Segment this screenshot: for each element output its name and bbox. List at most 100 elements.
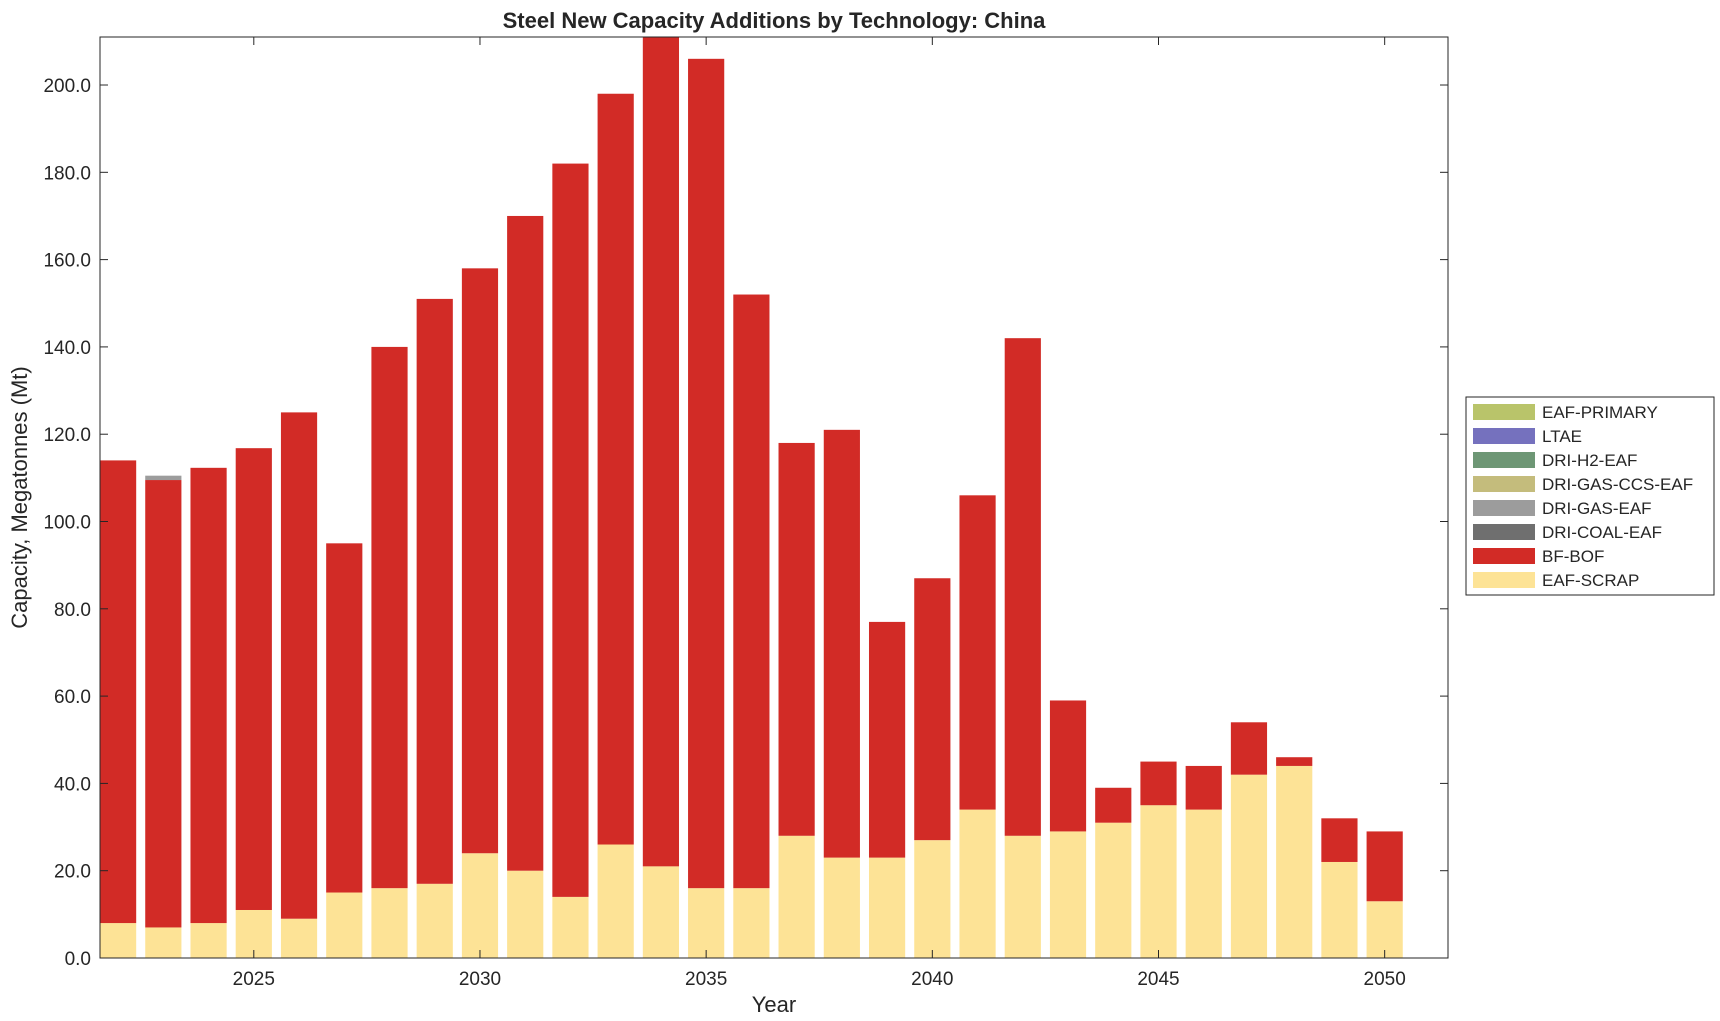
bar-bf-bof-2029 [416, 298, 453, 884]
bar-bf-bof-2038 [823, 429, 860, 858]
legend-swatch-dri-gas-eaf [1473, 500, 1535, 516]
bar-eaf-scrap-2023 [145, 927, 182, 958]
bar-bf-bof-2028 [371, 346, 408, 889]
plot-area [100, 37, 1448, 958]
bar-eaf-scrap-2050 [1366, 901, 1403, 958]
legend-label-ltae: LTAE [1542, 427, 1582, 446]
bar-bf-bof-2025 [235, 448, 272, 910]
bar-eaf-scrap-2028 [371, 888, 408, 958]
legend-label-dri-coal-eaf: DRI-COAL-EAF [1542, 523, 1662, 542]
x-tick-label: 2050 [1364, 969, 1406, 990]
bar-eaf-scrap-2027 [326, 892, 363, 958]
legend-label-eaf-scrap: EAF-SCRAP [1542, 571, 1639, 590]
legend-swatch-eaf-primary [1473, 404, 1535, 420]
bar-bf-bof-2033 [597, 93, 634, 845]
bar-bf-bof-2024 [190, 467, 227, 924]
bar-eaf-scrap-2025 [235, 909, 272, 958]
bar-eaf-scrap-2049 [1321, 861, 1358, 958]
y-tick-label: 60.0 [54, 687, 91, 708]
y-tick-label: 140.0 [43, 338, 91, 359]
bar-eaf-scrap-2033 [597, 844, 634, 958]
y-tick-label: 20.0 [54, 862, 91, 883]
x-tick-label: 2035 [685, 969, 727, 990]
bar-bf-bof-2030 [461, 268, 499, 854]
y-tick-label: 100.0 [43, 513, 91, 534]
bar-eaf-scrap-2047 [1230, 774, 1268, 958]
bar-eaf-scrap-2040 [914, 840, 951, 958]
legend-swatch-ltae [1473, 428, 1535, 444]
y-tick-label: 80.0 [54, 600, 91, 621]
legend-label-dri-gas-ccs-eaf: DRI-GAS-CCS-EAF [1542, 475, 1693, 494]
bar-eaf-scrap-2042 [1004, 835, 1041, 958]
bar-eaf-scrap-2024 [190, 923, 227, 958]
bar-bf-bof-2039 [868, 621, 906, 858]
legend-swatch-bf-bof [1473, 548, 1535, 564]
bar-eaf-scrap-2022 [100, 923, 137, 958]
x-tick-label: 2045 [1137, 969, 1179, 990]
y-tick-label: 180.0 [43, 163, 91, 184]
bar-bf-bof-2048 [1276, 757, 1313, 766]
bar-bf-bof-2044 [1095, 787, 1132, 823]
bar-bf-bof-2046 [1185, 765, 1222, 810]
bar-bf-bof-2036 [733, 294, 770, 889]
bar-bf-bof-2034 [642, 37, 680, 867]
bar-eaf-scrap-2030 [461, 853, 499, 958]
bar-bf-bof-2027 [326, 543, 363, 893]
legend: EAF-PRIMARY LTAE DRI-H2-EAF DRI-GAS-CCS-EAF… [1465, 396, 1715, 596]
y-tick-label: 40.0 [54, 774, 91, 795]
bar-eaf-scrap-2032 [552, 896, 589, 958]
bar-bf-bof-2043 [1049, 700, 1087, 832]
bar-eaf-scrap-2029 [416, 883, 453, 958]
legend-swatch-eaf-scrap [1473, 572, 1535, 588]
legend-label-dri-gas-eaf: DRI-GAS-EAF [1542, 499, 1652, 518]
legend-label-dri-h2-eaf: DRI-H2-EAF [1542, 451, 1637, 470]
legend-swatch-dri-coal-eaf [1473, 524, 1535, 540]
bar-dri-gas-eaf-2023 [145, 475, 182, 481]
bar-bf-bof-2042 [1004, 338, 1041, 836]
bar-eaf-scrap-2031 [507, 870, 544, 958]
bar-bf-bof-2032 [552, 163, 589, 897]
x-tick-label: 2040 [911, 969, 953, 990]
bar-eaf-scrap-2048 [1276, 765, 1313, 958]
chart-title: Steel New Capacity Additions by Technolo… [503, 8, 1047, 33]
legend-swatch-dri-h2-eaf [1473, 452, 1535, 468]
bar-bf-bof-2026 [280, 412, 318, 919]
bar-eaf-scrap-2036 [733, 888, 770, 958]
bar-eaf-scrap-2034 [642, 866, 680, 958]
bar-bf-bof-2050 [1366, 831, 1403, 902]
y-tick-label: 200.0 [43, 76, 91, 97]
bar-eaf-scrap-2041 [959, 809, 996, 958]
bar-eaf-scrap-2026 [280, 918, 318, 958]
x-tick-label: 2030 [459, 969, 501, 990]
y-axis-label: Capacity, Megatonnes (Mt) [7, 366, 32, 628]
bar-eaf-scrap-2044 [1095, 822, 1132, 958]
y-tick-label: 120.0 [43, 425, 91, 446]
x-axis-label: Year [752, 992, 796, 1017]
legend-label-eaf-primary: EAF-PRIMARY [1542, 403, 1658, 422]
bar-eaf-scrap-2035 [688, 888, 725, 958]
legend-label-bf-bof: BF-BOF [1542, 547, 1604, 566]
bar-bf-bof-2037 [778, 442, 815, 836]
bar-eaf-scrap-2043 [1049, 831, 1087, 958]
bar-bf-bof-2022 [100, 460, 137, 924]
y-tick-label: 0.0 [65, 949, 91, 970]
y-tick-label: 160.0 [43, 251, 91, 272]
bar-eaf-scrap-2039 [868, 857, 906, 958]
bar-eaf-scrap-2038 [823, 857, 860, 958]
bar-bf-bof-2031 [507, 215, 544, 871]
bar-eaf-scrap-2037 [778, 835, 815, 958]
bar-eaf-scrap-2045 [1140, 805, 1177, 958]
bar-bf-bof-2023 [145, 480, 182, 928]
bar-bf-bof-2041 [959, 495, 996, 810]
bar-bf-bof-2049 [1321, 818, 1358, 862]
axes-group: 0.0 20.0 40.0 60.0 80.0 100.0 120.0 140.0 160.0 1… [43, 36, 1449, 990]
bar-eaf-scrap-2046 [1185, 809, 1222, 958]
axes-box [99, 36, 1449, 959]
x-tick-label: 2025 [233, 969, 275, 990]
bar-bf-bof-2040 [914, 578, 951, 841]
bars-group [100, 37, 1403, 958]
bar-bf-bof-2045 [1140, 761, 1177, 806]
bar-bf-bof-2035 [688, 58, 725, 889]
legend-swatch-dri-gas-ccs-eaf [1473, 476, 1535, 492]
